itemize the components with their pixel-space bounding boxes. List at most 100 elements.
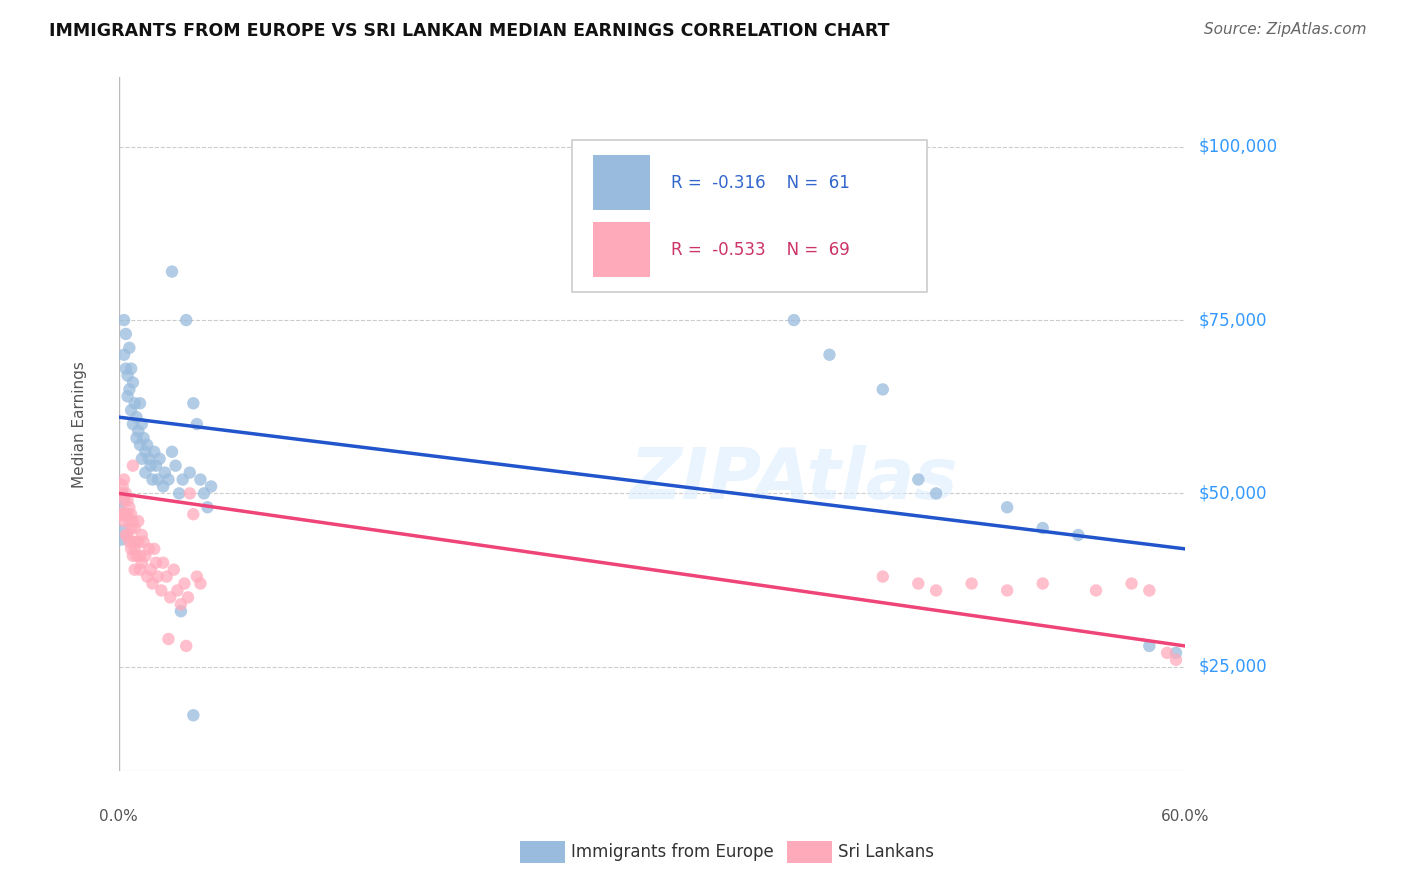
- Point: [148, 451, 170, 466]
- Point: [174, 313, 197, 327]
- Point: [143, 541, 166, 556]
- Text: R =  -0.316    N =  61: R = -0.316 N = 61: [671, 174, 851, 192]
- Point: [127, 424, 149, 438]
- Point: [114, 507, 136, 521]
- Point: [146, 569, 169, 583]
- Point: [124, 396, 146, 410]
- Point: [131, 417, 153, 431]
- Point: [1137, 639, 1160, 653]
- Point: [131, 451, 153, 466]
- Point: [170, 597, 193, 611]
- Point: [186, 569, 208, 583]
- Point: [136, 569, 159, 583]
- Point: [132, 535, 155, 549]
- Point: [153, 466, 176, 480]
- Point: [110, 493, 132, 508]
- Text: Immigrants from Europe: Immigrants from Europe: [571, 843, 773, 861]
- Point: [995, 500, 1018, 515]
- Point: [166, 583, 188, 598]
- Point: [112, 313, 135, 327]
- Bar: [593, 222, 650, 277]
- Point: [120, 521, 142, 535]
- Bar: [572, 140, 927, 293]
- Point: [197, 500, 219, 515]
- Point: [114, 326, 136, 341]
- Point: [114, 528, 136, 542]
- Point: [925, 583, 948, 598]
- Point: [173, 576, 195, 591]
- Point: [110, 479, 132, 493]
- Point: [111, 507, 134, 521]
- Point: [174, 639, 197, 653]
- Point: [112, 473, 135, 487]
- Point: [152, 479, 174, 493]
- Point: [141, 473, 163, 487]
- Point: [112, 348, 135, 362]
- Point: [156, 569, 179, 583]
- Point: [122, 514, 145, 528]
- Point: [163, 563, 186, 577]
- Point: [160, 264, 183, 278]
- Point: [995, 583, 1018, 598]
- Point: [134, 466, 156, 480]
- Point: [118, 341, 141, 355]
- Point: [127, 535, 149, 549]
- Point: [125, 549, 148, 563]
- Point: [183, 507, 205, 521]
- Text: 60.0%: 60.0%: [1160, 809, 1209, 824]
- Point: [143, 445, 166, 459]
- Point: [1085, 583, 1108, 598]
- Point: [136, 438, 159, 452]
- Point: [120, 507, 142, 521]
- Point: [122, 458, 145, 473]
- Point: [1032, 576, 1054, 591]
- Point: [170, 604, 193, 618]
- Point: [193, 486, 215, 500]
- Point: [112, 514, 135, 528]
- Text: Sri Lankans: Sri Lankans: [838, 843, 934, 861]
- Point: [183, 708, 205, 723]
- Point: [200, 479, 222, 493]
- Point: [117, 389, 139, 403]
- Point: [167, 486, 190, 500]
- Point: [118, 383, 141, 397]
- Point: [124, 541, 146, 556]
- Point: [160, 445, 183, 459]
- Point: [120, 361, 142, 376]
- Point: [125, 535, 148, 549]
- Point: [783, 313, 806, 327]
- Point: [118, 500, 141, 515]
- Point: [122, 417, 145, 431]
- Point: [186, 417, 208, 431]
- Point: [112, 493, 135, 508]
- Point: [907, 576, 929, 591]
- Point: [120, 541, 142, 556]
- Point: [118, 514, 141, 528]
- Text: 0.0%: 0.0%: [100, 809, 138, 824]
- Point: [129, 549, 152, 563]
- Point: [165, 458, 187, 473]
- Point: [925, 486, 948, 500]
- Point: [117, 528, 139, 542]
- Point: [190, 473, 212, 487]
- Point: [132, 431, 155, 445]
- Point: [114, 361, 136, 376]
- Point: [138, 451, 160, 466]
- Point: [114, 486, 136, 500]
- Point: [139, 458, 162, 473]
- Point: [172, 473, 194, 487]
- Point: [134, 549, 156, 563]
- Point: [117, 368, 139, 383]
- Point: [138, 541, 160, 556]
- Point: [179, 466, 201, 480]
- Point: [818, 348, 841, 362]
- Text: Median Earnings: Median Earnings: [72, 360, 87, 488]
- Point: [122, 376, 145, 390]
- Point: [960, 576, 983, 591]
- Point: [1164, 653, 1187, 667]
- Point: [872, 383, 894, 397]
- Point: [131, 528, 153, 542]
- Point: [141, 576, 163, 591]
- Point: [139, 563, 162, 577]
- Point: [145, 556, 167, 570]
